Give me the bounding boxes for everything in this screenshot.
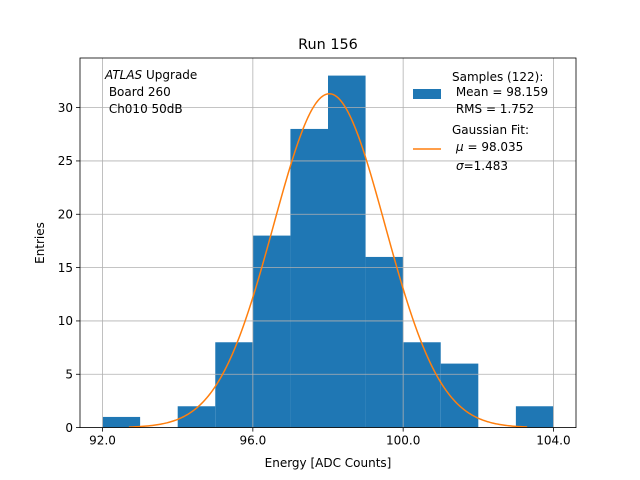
histogram-bar [440, 363, 479, 428]
histogram-bar [328, 75, 366, 428]
legend-samples-title: Samples (122): [452, 70, 543, 84]
atlas-annotation: ATLAS Upgrade Board 260 Ch010 50dB [104, 68, 197, 116]
x-axis-ticks: 92.0 96.0 100.0 104.0 [89, 427, 571, 448]
histogram-bar [365, 256, 404, 428]
legend-sigma-symbol: σ [456, 159, 464, 173]
histogram-bar [102, 416, 141, 428]
y-axis-ticks: 0 5 10 15 20 25 30 [58, 101, 80, 435]
annotation-upgrade: Upgrade [142, 68, 197, 82]
y-tick-label: 10 [58, 314, 73, 328]
plot-frame [79, 57, 577, 429]
x-tick-label: 104.0 [536, 434, 570, 448]
y-tick-label: 25 [58, 154, 73, 168]
legend-fit-mu: μ = 98.035 [455, 140, 523, 154]
histogram-bar [290, 128, 328, 428]
histogram-bar [215, 342, 253, 428]
x-axis-label: Energy [ADC Counts] [265, 456, 392, 470]
x-tick-label: 96.0 [239, 434, 266, 448]
legend-fit-sigma: σ=1.483 [456, 159, 508, 173]
x-tick-label: 100.0 [386, 434, 420, 448]
legend-fit-title: Gaussian Fit: [452, 123, 529, 137]
histogram-bar [403, 342, 441, 428]
histogram-bar [252, 235, 291, 428]
annotation-atlas: ATLAS [104, 68, 143, 82]
y-axis-label: Entries [33, 222, 47, 264]
legend-samples-rms: RMS = 1.752 [452, 102, 534, 116]
y-tick-label: 20 [58, 208, 73, 222]
gaussian-fit-curve [128, 92, 528, 428]
legend-samples-mean: Mean = 98.159 [452, 85, 548, 99]
y-tick-label: 15 [58, 261, 73, 275]
histogram-bar [515, 406, 554, 428]
legend-sigma-value: =1.483 [464, 159, 508, 173]
legend-samples-patch [413, 89, 441, 99]
legend-mu-symbol: μ [455, 140, 464, 154]
annotation-channel: Ch010 50dB [105, 102, 183, 116]
legend: Samples (122): Mean = 98.159 RMS = 1.752… [413, 70, 548, 173]
y-tick-label: 5 [65, 368, 73, 382]
annotation-board: Board 260 [105, 85, 171, 99]
y-tick-label: 30 [58, 101, 73, 115]
x-tick-label: 92.0 [89, 434, 116, 448]
annotation-line-1: ATLAS Upgrade [104, 68, 197, 82]
histogram-bar [177, 406, 216, 428]
legend-mu-value: = 98.035 [464, 140, 524, 154]
chart-title: Run 156 [298, 37, 358, 53]
y-tick-label: 0 [65, 421, 73, 435]
